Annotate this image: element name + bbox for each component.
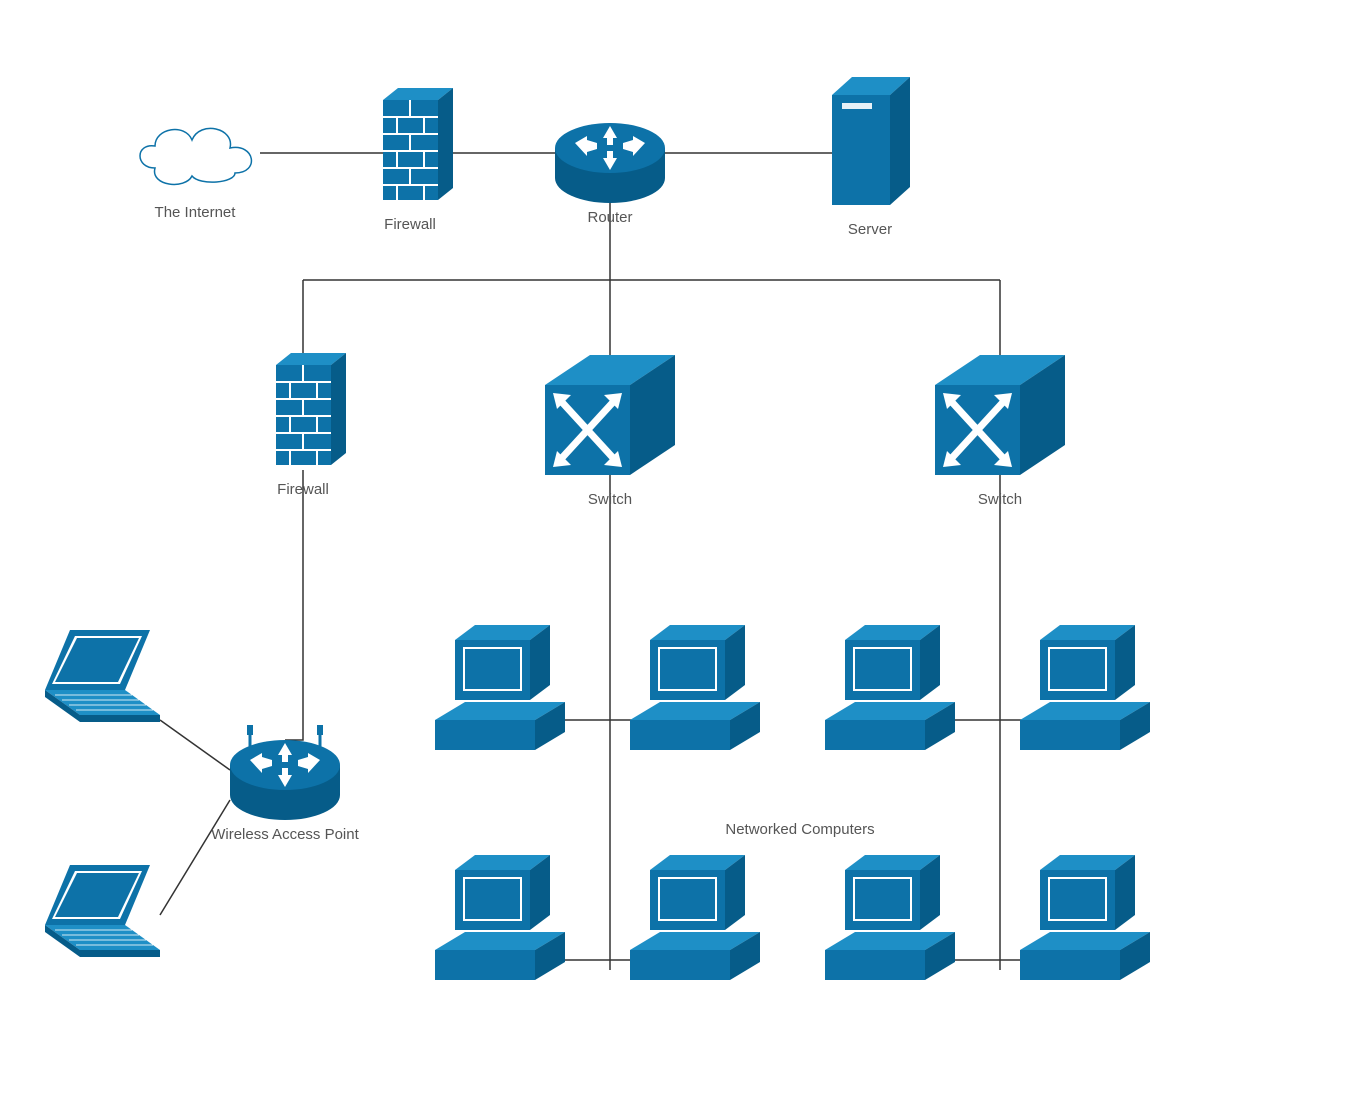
firewall-icon <box>276 353 346 465</box>
computer-icon <box>1020 855 1150 980</box>
node-label-router: Router <box>550 208 670 228</box>
switch-icon <box>935 355 1065 475</box>
node-label-server: Server <box>810 220 930 240</box>
computer-icon <box>435 625 565 750</box>
node-label-switch2: Switch <box>935 490 1065 510</box>
laptop-icon <box>45 630 160 722</box>
computer-icon <box>1020 625 1150 750</box>
node-label-wap: Wireless Access Point <box>205 825 365 845</box>
server-icon <box>832 77 910 205</box>
network-diagram-canvas <box>0 0 1360 1120</box>
router-icon <box>555 123 665 203</box>
computer-icon <box>630 855 760 980</box>
extra-label: Networked Computers <box>700 820 900 840</box>
node-label-firewall1: Firewall <box>360 215 460 235</box>
computer-icon <box>630 625 760 750</box>
node-label-firewall2: Firewall <box>253 480 353 500</box>
node-label-internet: The Internet <box>130 203 260 223</box>
switch-icon <box>545 355 675 475</box>
cloud-icon <box>140 128 251 184</box>
edge-wap-laptop1 <box>160 720 230 770</box>
edge-wap-laptop2 <box>160 800 230 915</box>
computer-icon <box>825 855 955 980</box>
edge-firewall2-wap <box>285 470 303 740</box>
firewall-icon <box>383 88 453 200</box>
computer-icon <box>435 855 565 980</box>
laptop-icon <box>45 865 160 957</box>
computer-icon <box>825 625 955 750</box>
node-label-switch1: Switch <box>545 490 675 510</box>
